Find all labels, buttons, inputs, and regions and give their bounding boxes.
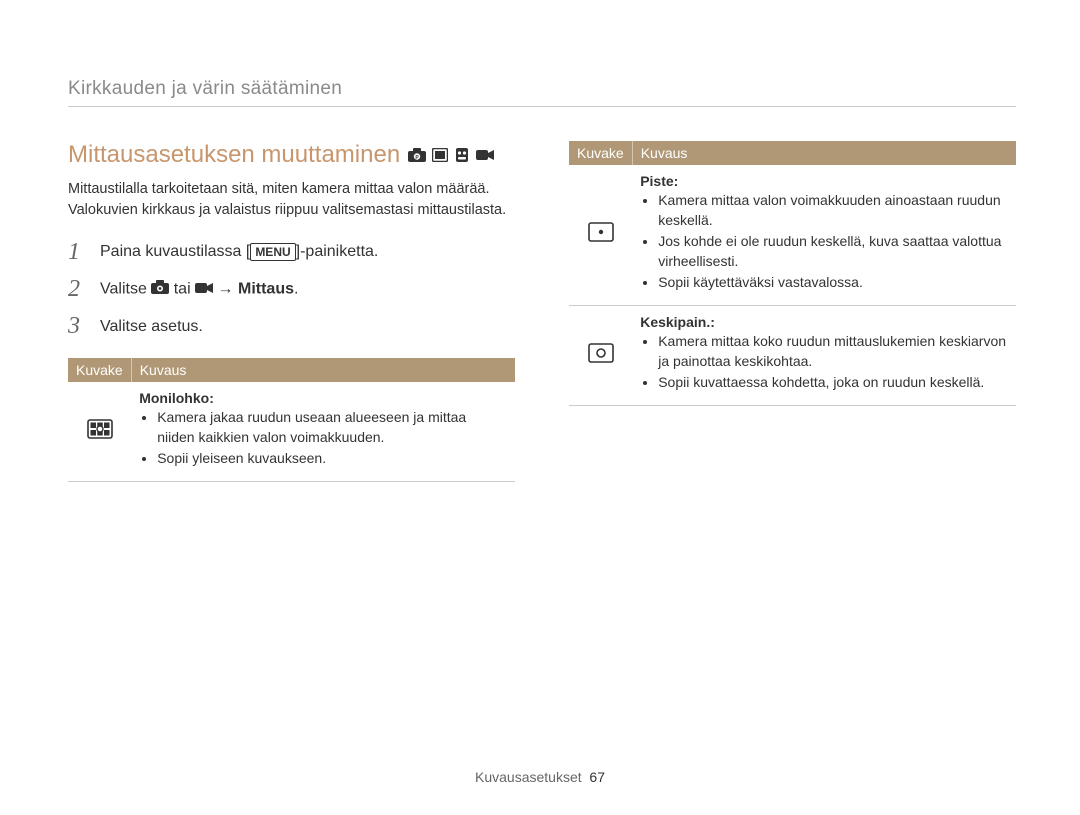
camera-icon <box>151 280 169 299</box>
table-header-desc: Kuvaus <box>632 141 1016 165</box>
table-cell-desc: Monilohko: Kamera jakaa ruudun useaan al… <box>131 382 515 481</box>
row-bullet: Kamera mittaa valon voimakkuuden ainoast… <box>658 191 1008 230</box>
step-1: 1 Paina kuvaustilassa [MENU]-painiketta. <box>68 239 515 266</box>
footer-section: Kuvausasetukset <box>475 769 582 785</box>
center-metering-icon <box>569 305 632 405</box>
step-1-post: ]-painiketta. <box>296 244 379 261</box>
mode-dual-icon <box>454 148 470 162</box>
metering-table-left: Kuvake Kuvaus <box>68 358 515 482</box>
spot-metering-icon <box>569 165 632 305</box>
row-title: Keskipain.: <box>640 314 1008 330</box>
table-header-icon: Kuvake <box>68 358 131 382</box>
step-1-text: Paina kuvaustilassa [MENU]-painiketta. <box>100 243 378 261</box>
row-title: Monilohko: <box>139 390 507 406</box>
step-3-text: Valitse asetus. <box>100 318 203 336</box>
step-number: 2 <box>68 276 86 303</box>
mode-icons: P <box>408 148 494 162</box>
left-column: Mittausasetuksen muuttaminen P Mittausti… <box>68 141 515 482</box>
step-number: 3 <box>68 313 86 340</box>
section-title-text: Mittausasetuksen muuttaminen <box>68 141 400 169</box>
page-footer: Kuvausasetukset 67 <box>0 769 1080 785</box>
steps-list: 1 Paina kuvaustilassa [MENU]-painiketta.… <box>68 239 515 340</box>
table-header-icon: Kuvake <box>569 141 632 165</box>
mode-frame-icon <box>432 148 448 162</box>
menu-key: MENU <box>250 243 295 261</box>
table-row: Monilohko: Kamera jakaa ruudun useaan al… <box>68 382 515 481</box>
row-bullet: Jos kohde ei ole ruudun keskellä, kuva s… <box>658 232 1008 271</box>
step-number: 1 <box>68 239 86 266</box>
step-2-e: . <box>294 281 298 298</box>
footer-page-number: 67 <box>589 769 605 785</box>
table-row: Keskipain.: Kamera mittaa koko ruudun mi… <box>569 305 1016 405</box>
step-3: 3 Valitse asetus. <box>68 313 515 340</box>
section-title: Mittausasetuksen muuttaminen P <box>68 141 515 169</box>
section-intro: Mittaustilalla tarkoitetaan sitä, miten … <box>68 179 515 221</box>
row-bullet: Kamera jakaa ruudun useaan alueeseen ja … <box>157 408 507 447</box>
step-2-b: tai <box>174 281 195 298</box>
multi-metering-icon <box>68 382 131 481</box>
breadcrumb: Kirkkauden ja värin säätäminen <box>68 78 1016 107</box>
step-1-pre: Paina kuvaustilassa [ <box>100 244 250 261</box>
row-bullet: Kamera mittaa koko ruudun mittauslukemie… <box>658 332 1008 371</box>
step-2-a: Valitse <box>100 281 151 298</box>
mode-video-icon <box>476 149 494 161</box>
step-2-c: → <box>218 281 238 298</box>
mode-camera-icon: P <box>408 148 426 162</box>
step-2-text: Valitse tai → Mittaus. <box>100 280 298 299</box>
row-bullet: Sopii käytettäväksi vastavalossa. <box>658 273 1008 293</box>
table-header-desc: Kuvaus <box>131 358 515 382</box>
table-cell-desc: Keskipain.: Kamera mittaa koko ruudun mi… <box>632 305 1016 405</box>
step-2-d: Mittaus <box>238 281 294 298</box>
step-2: 2 Valitse tai → Mittaus. <box>68 276 515 303</box>
table-row: Piste: Kamera mittaa valon voimakkuuden … <box>569 165 1016 305</box>
row-bullet: Sopii yleiseen kuvaukseen. <box>157 449 507 469</box>
row-title: Piste: <box>640 173 1008 189</box>
table-cell-desc: Piste: Kamera mittaa valon voimakkuuden … <box>632 165 1016 305</box>
video-icon <box>195 281 213 299</box>
right-column: Kuvake Kuvaus <box>569 141 1016 482</box>
row-bullet: Sopii kuvattaessa kohdetta, joka on ruud… <box>658 373 1008 393</box>
metering-table-right: Kuvake Kuvaus <box>569 141 1016 406</box>
